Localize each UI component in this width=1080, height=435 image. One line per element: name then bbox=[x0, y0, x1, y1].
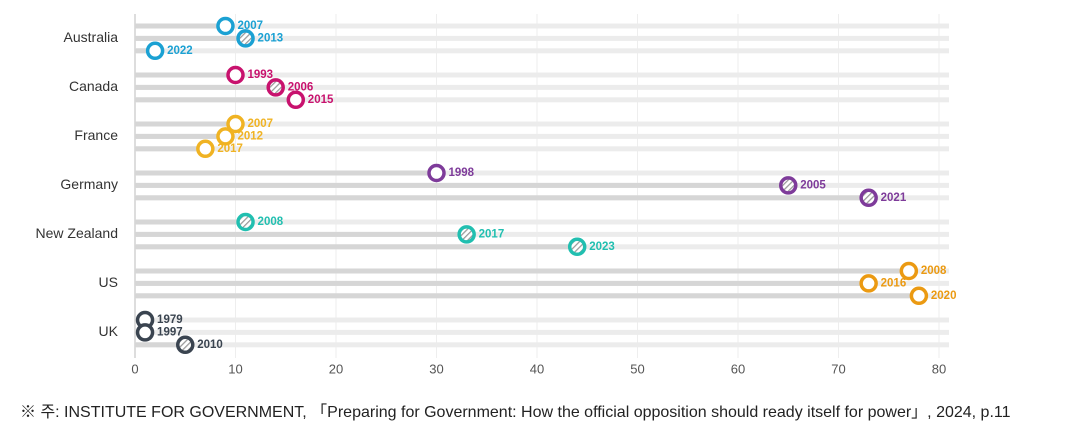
value-label: 2015 bbox=[308, 94, 334, 106]
dot bbox=[859, 274, 878, 293]
bar bbox=[135, 84, 949, 90]
category-label: UK bbox=[99, 323, 119, 339]
bar bbox=[135, 72, 236, 78]
dot bbox=[567, 237, 587, 257]
category-label: Germany bbox=[60, 176, 118, 192]
bar bbox=[135, 244, 578, 250]
dot bbox=[427, 163, 446, 183]
dot bbox=[236, 212, 255, 232]
bar bbox=[135, 317, 949, 323]
bar bbox=[135, 48, 949, 54]
category-label: Australia bbox=[64, 29, 119, 45]
category-label: Canada bbox=[69, 78, 118, 94]
dot bbox=[236, 29, 255, 48]
bar bbox=[135, 23, 949, 29]
bar bbox=[135, 231, 467, 237]
category-label: US bbox=[99, 274, 118, 290]
dot bbox=[286, 90, 306, 110]
dot bbox=[216, 16, 235, 36]
dot bbox=[226, 65, 245, 85]
bar bbox=[135, 48, 156, 54]
dot bbox=[196, 139, 215, 159]
x-tick-label: 0 bbox=[131, 361, 138, 376]
bar bbox=[135, 170, 949, 176]
bar bbox=[135, 23, 226, 29]
dot bbox=[266, 78, 285, 97]
bar bbox=[135, 231, 949, 237]
value-label: 1998 bbox=[449, 167, 475, 179]
x-tick-label: 20 bbox=[329, 361, 343, 376]
dot bbox=[216, 127, 235, 146]
dot bbox=[899, 261, 919, 281]
dot bbox=[909, 286, 929, 306]
bar bbox=[135, 280, 869, 286]
bar bbox=[135, 35, 949, 41]
value-label: 1993 bbox=[248, 69, 274, 81]
value-label: 1997 bbox=[157, 326, 183, 338]
bar bbox=[135, 121, 236, 127]
bar bbox=[135, 35, 246, 41]
bar bbox=[135, 84, 276, 90]
value-label: 2012 bbox=[237, 130, 263, 142]
bar bbox=[135, 293, 919, 299]
x-tick-label: 40 bbox=[530, 361, 544, 376]
category-label: New Zealand bbox=[36, 225, 119, 241]
value-label: 2010 bbox=[197, 339, 223, 351]
bar bbox=[135, 342, 949, 348]
value-label: 2007 bbox=[237, 20, 263, 32]
bar bbox=[135, 182, 789, 188]
value-label: 2007 bbox=[248, 118, 274, 130]
value-label: 2023 bbox=[589, 241, 615, 253]
bar bbox=[135, 146, 949, 152]
value-label: 2005 bbox=[800, 179, 826, 191]
value-label: 2020 bbox=[931, 290, 957, 302]
bar bbox=[135, 133, 949, 139]
bar bbox=[135, 72, 949, 78]
bar bbox=[135, 121, 949, 127]
bar bbox=[135, 219, 949, 225]
value-label: 2021 bbox=[881, 192, 907, 204]
bar bbox=[135, 342, 186, 348]
bar bbox=[135, 97, 296, 103]
bar bbox=[135, 268, 909, 274]
value-label: 2013 bbox=[258, 32, 284, 44]
value-label: 2017 bbox=[217, 143, 243, 155]
dot bbox=[859, 188, 878, 208]
dot bbox=[145, 41, 165, 61]
value-label: 2022 bbox=[167, 45, 193, 57]
dot bbox=[779, 176, 798, 195]
bar bbox=[135, 146, 206, 152]
bar bbox=[135, 170, 437, 176]
x-tick-label: 50 bbox=[630, 361, 644, 376]
bar bbox=[135, 329, 949, 335]
value-label: 2017 bbox=[479, 228, 505, 240]
bar bbox=[135, 97, 949, 103]
x-tick-label: 10 bbox=[228, 361, 242, 376]
dot bbox=[176, 335, 195, 355]
dot bbox=[226, 114, 245, 134]
bar bbox=[135, 195, 869, 201]
bar bbox=[135, 219, 246, 225]
x-tick-label: 70 bbox=[831, 361, 845, 376]
value-label: 2008 bbox=[921, 265, 947, 277]
dot bbox=[135, 323, 155, 342]
source-note: ※ 주: INSTITUTE FOR GOVERNMENT, 「Preparin… bbox=[20, 403, 1011, 421]
value-label: 2016 bbox=[881, 277, 907, 289]
x-tick-label: 80 bbox=[932, 361, 946, 376]
value-label: 2008 bbox=[258, 216, 284, 228]
dot bbox=[457, 225, 476, 244]
value-label: 2006 bbox=[288, 81, 314, 93]
category-label: France bbox=[74, 127, 118, 143]
x-tick-label: 60 bbox=[731, 361, 745, 376]
value-label: 1979 bbox=[157, 314, 183, 326]
x-tick-label: 30 bbox=[429, 361, 443, 376]
bar bbox=[135, 133, 226, 139]
